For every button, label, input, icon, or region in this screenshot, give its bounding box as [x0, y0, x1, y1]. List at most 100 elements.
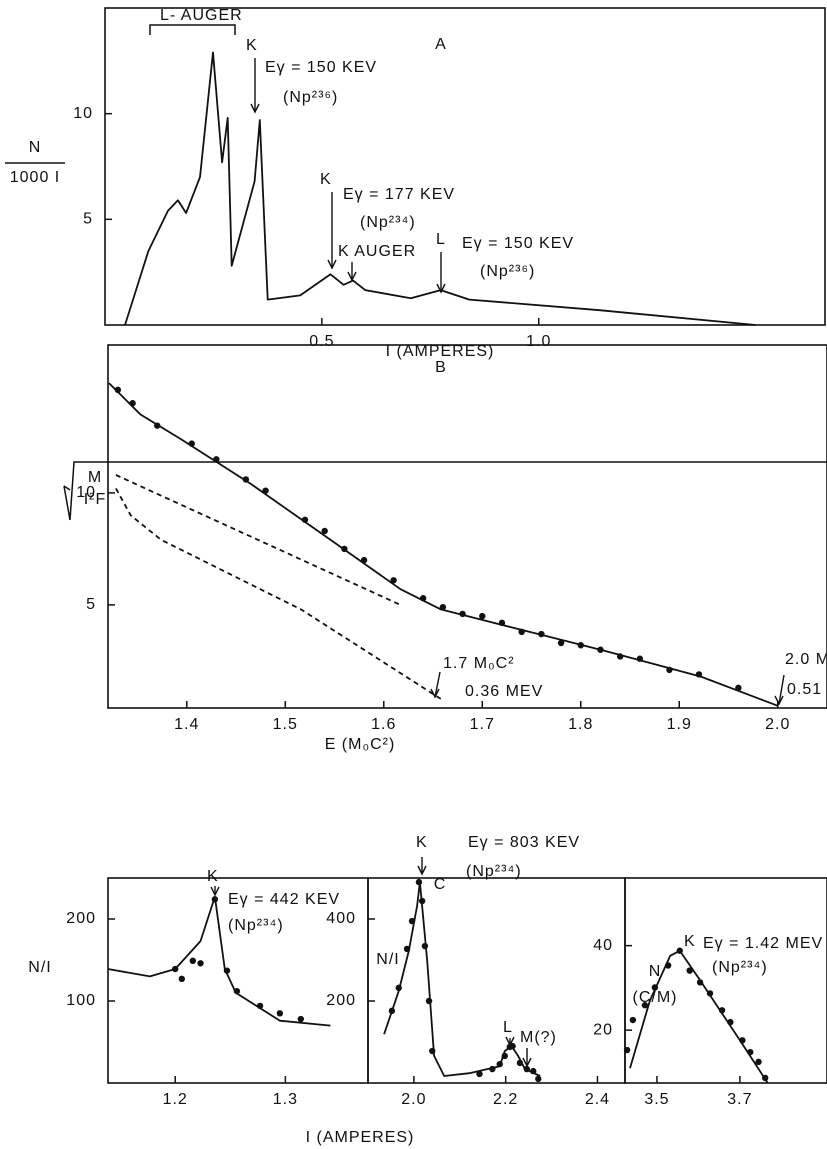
data-point — [418, 897, 426, 905]
annotation: L — [503, 1019, 513, 1036]
data-point — [496, 1060, 503, 1068]
x-tick-label: 2.0 — [765, 716, 790, 733]
plot-frame — [107, 344, 827, 709]
annotation: 0.51 MEV — [787, 681, 827, 698]
plot-frame — [104, 7, 826, 326]
data-point — [577, 642, 584, 649]
arrow-head — [436, 283, 446, 294]
y-axis-label-denominator: I²F — [84, 491, 107, 508]
plot-frame — [624, 877, 827, 1084]
annotation: Eγ = 177 KEV — [343, 186, 455, 203]
data-point — [479, 612, 486, 620]
curve — [124, 51, 756, 326]
x-tick-label: 2.2 — [493, 1091, 518, 1108]
data-point — [172, 965, 179, 973]
data-point — [242, 476, 250, 483]
data-point — [597, 646, 604, 653]
x-tick-label: 1.6 — [371, 716, 396, 733]
annotation: K — [684, 933, 696, 950]
data-point — [390, 577, 397, 584]
panel-title: C — [434, 876, 447, 893]
arrow-head — [417, 865, 427, 876]
data-point — [341, 545, 348, 553]
annotation: L — [436, 231, 446, 248]
dashed-curve — [115, 487, 442, 700]
arrow-head — [327, 259, 337, 270]
data-point — [360, 556, 368, 564]
data-point — [223, 967, 231, 974]
arrow-head — [210, 886, 220, 897]
annotation: K AUGER — [338, 243, 416, 260]
annotation: Eγ = 150 KEV — [265, 59, 377, 76]
data-point — [459, 610, 466, 618]
data-point — [297, 1015, 304, 1023]
data-point — [415, 878, 423, 886]
data-point — [538, 630, 545, 638]
arrow-head — [250, 103, 260, 114]
x-tick-label: 1.8 — [568, 716, 593, 733]
data-point — [189, 957, 197, 965]
x-tick-label: 3.5 — [644, 1091, 669, 1108]
data-point — [498, 619, 506, 627]
y-axis-label-denominator: (C/M) — [633, 989, 678, 1006]
radical — [63, 461, 827, 521]
annotation: 0.36 MEV — [465, 683, 543, 700]
data-point — [636, 655, 644, 662]
annotation: 1.7 M₀C² — [443, 655, 515, 672]
data-point — [476, 1070, 483, 1078]
annotation: (Np²³⁴) — [360, 214, 416, 231]
annotation: K — [246, 37, 258, 54]
data-point — [727, 1018, 734, 1026]
data-point — [735, 684, 742, 692]
x-axis-label: I (AMPERES) — [306, 1129, 415, 1146]
dashed-curve — [115, 474, 401, 606]
x-tick-label: 1.2 — [163, 1091, 188, 1108]
data-point — [616, 653, 624, 660]
x-tick-label: 1.4 — [174, 716, 199, 733]
data-point — [651, 984, 659, 991]
y-tick-label: 200 — [326, 992, 356, 1009]
data-point — [664, 962, 672, 969]
y-axis-label-denominator: 1000 I — [10, 169, 60, 186]
data-point — [178, 975, 186, 983]
annotation: M(?) — [520, 1029, 557, 1046]
data-point — [421, 942, 429, 950]
data-point — [755, 1058, 762, 1066]
data-point — [321, 527, 328, 535]
annotation: K — [320, 171, 332, 188]
data-point — [129, 400, 136, 407]
x-tick-label: 3.7 — [727, 1091, 752, 1108]
annotation: (Np²³⁶) — [480, 263, 535, 280]
arrow-head — [347, 271, 357, 282]
panel-title: A — [435, 36, 447, 53]
data-point — [706, 990, 714, 997]
annotation: Eγ = 442 KEV — [228, 891, 340, 908]
y-tick-label: 10 — [76, 484, 96, 501]
data-point — [301, 516, 309, 523]
x-tick-label: 0.5 — [309, 333, 334, 350]
curve — [383, 881, 541, 1077]
panel-title: B — [435, 359, 447, 376]
data-point — [425, 997, 433, 1005]
annotation: Eγ = 803 KEV — [468, 834, 580, 851]
data-point — [388, 1007, 396, 1015]
y-tick-label: 40 — [593, 937, 613, 954]
data-point — [403, 945, 411, 953]
x-tick-label: 2.0 — [401, 1091, 426, 1108]
data-point — [395, 984, 402, 992]
y-axis-label: N/I — [28, 959, 51, 976]
x-tick-label: 1.7 — [470, 716, 495, 733]
annotation: Eγ = 150 KEV — [462, 235, 574, 252]
annotation: (Np²³⁶) — [283, 89, 338, 106]
y-axis-label-numerator: N — [649, 963, 662, 980]
x-tick-label: 2.4 — [585, 1091, 610, 1108]
y-tick-label: 100 — [66, 992, 96, 1009]
annotation-arrow — [778, 674, 785, 705]
annotation: K — [416, 834, 428, 851]
data-point — [114, 386, 122, 394]
x-tick-label: 1.9 — [667, 716, 692, 733]
plot-frame — [367, 877, 626, 1084]
y-tick-label: 20 — [593, 1021, 613, 1038]
y-tick-label: 400 — [326, 910, 356, 927]
